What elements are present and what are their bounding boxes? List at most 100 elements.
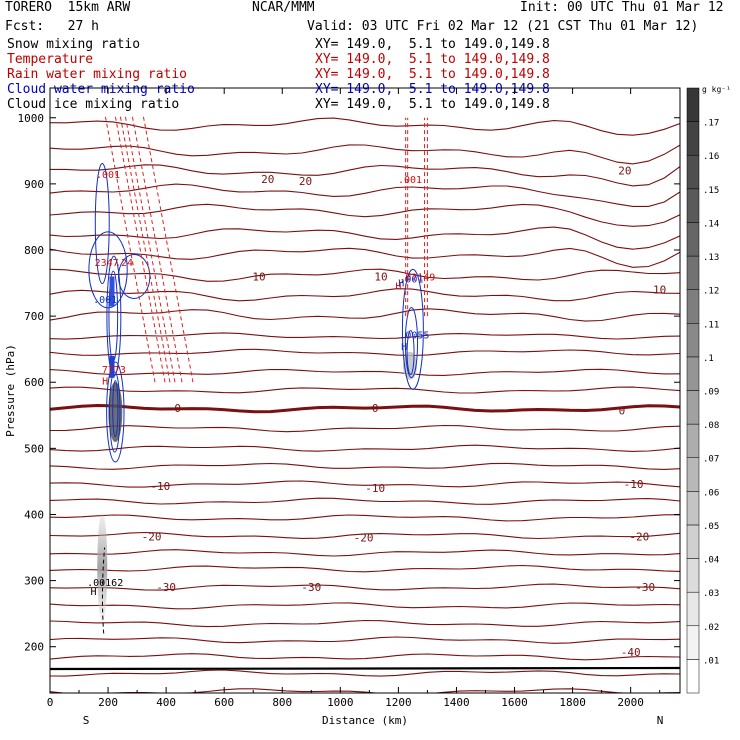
isotherm-line xyxy=(50,531,680,540)
isotherm-label: 0 xyxy=(174,402,181,415)
x-axis-label: Distance (km) xyxy=(322,714,408,727)
y-tick-label: 200 xyxy=(24,641,44,654)
cloud-water-core xyxy=(109,276,115,307)
isotherm-line xyxy=(50,203,680,227)
field-label-rain: Rain water mixing ratio xyxy=(7,67,188,82)
terrain-line xyxy=(49,666,681,671)
cloud-water-contour xyxy=(401,268,424,390)
y-tick-label: 300 xyxy=(24,575,44,588)
forecast-hour: Fcst: 27 h xyxy=(5,19,99,34)
colorbar-swatch xyxy=(686,659,700,694)
colorbar-label: .1 xyxy=(703,354,714,364)
colorbar-swatch xyxy=(686,323,700,358)
colorbar-label: .08 xyxy=(703,421,719,431)
snow-plume xyxy=(97,512,108,623)
x-tick-label: 400 xyxy=(156,696,176,709)
rain-contour xyxy=(142,114,194,383)
ice-patch xyxy=(403,351,417,380)
x-tick-label: 600 xyxy=(214,696,234,709)
x-tick-label: 200 xyxy=(98,696,118,709)
isotherm-line xyxy=(50,549,680,557)
colorbar-swatch xyxy=(686,188,700,223)
rain-contour xyxy=(104,114,156,383)
cloud-water-contour xyxy=(406,329,415,375)
isotherm-line xyxy=(50,247,680,268)
field-xy-rain: XY= 149.0, 5.1 to 149.0,149.8 xyxy=(315,67,550,82)
rain-contour xyxy=(124,114,176,383)
colorbar-swatch xyxy=(686,154,700,190)
cloud-water-label: .001 xyxy=(399,274,423,285)
colorbar-label: .17 xyxy=(703,119,719,129)
isotherm-label: -20 xyxy=(354,532,374,545)
colorbar-label: .11 xyxy=(703,320,719,330)
cloud-water-label: .001 xyxy=(93,295,117,306)
colorbar-unit: g kg⁻¹ xyxy=(702,85,731,94)
colorbar-swatch xyxy=(686,491,700,526)
snow-core xyxy=(108,381,123,442)
isotherm-line xyxy=(50,226,680,250)
plot-frame xyxy=(49,87,681,694)
isotherm-line xyxy=(50,183,680,207)
y-tick-label: 900 xyxy=(24,178,44,191)
model-title: TORERO 15km ARW xyxy=(5,0,131,15)
field-label-cloud-ice: Cloud ice mixing ratio xyxy=(7,97,180,112)
isotherm-line xyxy=(50,288,680,302)
field-label-snow: Snow mixing ratio xyxy=(7,37,141,52)
isotherm-label: -30 xyxy=(156,581,176,594)
snow-contour xyxy=(101,547,106,634)
colorbar-swatch xyxy=(686,222,700,257)
colorbar-swatch xyxy=(686,558,700,593)
south-label: S xyxy=(83,714,90,727)
rain-label: H xyxy=(102,376,108,387)
colorbar-label: .07 xyxy=(703,455,719,465)
colorbar-swatch xyxy=(686,121,700,156)
y-tick-label: 600 xyxy=(24,376,44,389)
isotherm-line xyxy=(50,348,680,357)
colorbar-label: .05 xyxy=(703,522,719,532)
colorbar-label: .02 xyxy=(703,623,719,633)
colorbar-swatch xyxy=(686,524,700,559)
field-label-cloud-water: Cloud water mixing ratio xyxy=(7,82,195,97)
isotherm-line xyxy=(50,619,680,628)
isotherm-line xyxy=(50,368,680,376)
colorbar-label: .06 xyxy=(703,488,719,498)
isotherm-line xyxy=(50,164,680,187)
rain-label: .02149 xyxy=(399,272,435,283)
cloud-water-contour xyxy=(404,307,419,379)
colorbar-label: .13 xyxy=(703,253,719,263)
x-tick-label: 1200 xyxy=(385,696,412,709)
cloud-water-contour xyxy=(94,163,110,285)
isotherm-line xyxy=(50,268,680,282)
colorbar-swatch xyxy=(686,87,700,122)
colorbar-swatch xyxy=(686,255,700,290)
field-xy-cloud-water: XY= 149.0, 5.1 to 149.0,149.8 xyxy=(315,82,550,97)
isotherm-line xyxy=(50,583,680,591)
isotherm-label: -10 xyxy=(150,480,170,493)
colorbar-label: .04 xyxy=(703,556,719,566)
isotherm-line xyxy=(50,688,680,693)
isotherm-label: 0 xyxy=(372,402,379,415)
init-time: Init: 00 UTC Thu 01 Mar 12 xyxy=(520,0,724,15)
x-tick-label: 2000 xyxy=(617,696,644,709)
rain-label: .001 xyxy=(96,170,120,181)
field-xy-cloud-ice: XY= 149.0, 5.1 to 149.0,149.8 xyxy=(315,97,550,112)
isotherm-line xyxy=(50,514,680,522)
isotherm-label: 20 xyxy=(299,175,312,188)
isotherm-line xyxy=(50,444,680,452)
isotherm-line xyxy=(50,332,680,340)
isotherm-label: -30 xyxy=(635,581,655,594)
y-axis-label: Pressure (hPa) xyxy=(4,344,17,437)
isotherm-label: -20 xyxy=(142,530,162,543)
isotherm-line xyxy=(50,564,680,573)
isotherm-line xyxy=(50,386,680,394)
isotherm-line xyxy=(50,424,680,433)
y-tick-label: 500 xyxy=(24,442,44,455)
isotherm-line xyxy=(50,144,680,165)
colorbar-label: .01 xyxy=(703,656,719,666)
isotherm-label: 20 xyxy=(261,173,274,186)
north-label: N xyxy=(657,714,664,727)
isotherm-line xyxy=(50,636,680,644)
colorbar-swatch xyxy=(686,625,700,660)
isotherm-line xyxy=(50,669,680,677)
y-tick-label: 1000 xyxy=(18,112,45,125)
